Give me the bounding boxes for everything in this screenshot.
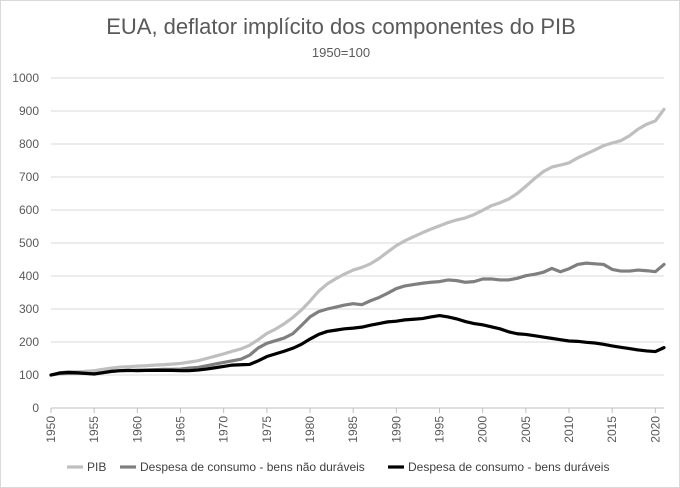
x-tick-label: 1965: [174, 416, 188, 443]
legend-label: PIB: [87, 460, 106, 474]
grid-lines: [51, 77, 664, 409]
x-tick-label: 1975: [260, 416, 274, 443]
y-tick-label: 700: [19, 170, 39, 184]
x-tick-label: 2010: [562, 416, 576, 443]
legend: PIB Despesa de consumo - bens não durávei…: [67, 460, 609, 474]
series-lines: [49, 107, 666, 377]
x-tick-label: 1950: [44, 416, 58, 443]
y-tick-label: 800: [19, 137, 39, 151]
y-tick-label: 900: [19, 104, 39, 118]
y-tick-label: 0: [32, 401, 39, 415]
x-tick-labels: 1950 1955 1960 1965 1970 1975 1980 1985 1990 1995…: [44, 408, 662, 443]
x-tick-label: 1985: [346, 416, 360, 443]
x-tick-label: 2015: [605, 416, 619, 443]
x-tick-label: 1960: [130, 416, 144, 443]
series-line-0: [49, 107, 666, 377]
x-tick-label: 1990: [389, 416, 403, 443]
series-line-1: [49, 261, 666, 377]
y-tick-label: 300: [19, 302, 39, 316]
x-tick-label: 1980: [303, 416, 317, 443]
legend-label: Despesa de consumo - bens não duráveis: [140, 460, 365, 474]
series-line-2: [49, 314, 666, 377]
y-tick-label: 500: [19, 236, 39, 250]
chart-subtitle: 1950=100: [312, 45, 370, 60]
y-tick-label: 200: [19, 335, 39, 349]
y-tick-label: 400: [19, 269, 39, 283]
y-tick-labels: 0 100 200 300 400 500 600 700 800 900 1000: [12, 71, 39, 415]
y-tick-label: 600: [19, 203, 39, 217]
x-tick-label: 1955: [87, 416, 101, 443]
y-tick-label: 1000: [12, 71, 39, 85]
x-tick-label: 2000: [476, 416, 490, 443]
x-tick-label: 1970: [217, 416, 231, 443]
x-tick-label: 2005: [519, 416, 533, 443]
x-tick-label: 2020: [648, 416, 662, 443]
legend-label: Despesa de consumo - bens duráveis: [408, 460, 609, 474]
y-tick-label: 100: [19, 368, 39, 382]
x-tick-label: 1995: [433, 416, 447, 443]
chart-title: EUA, deflator implícito dos componentes …: [106, 14, 576, 39]
